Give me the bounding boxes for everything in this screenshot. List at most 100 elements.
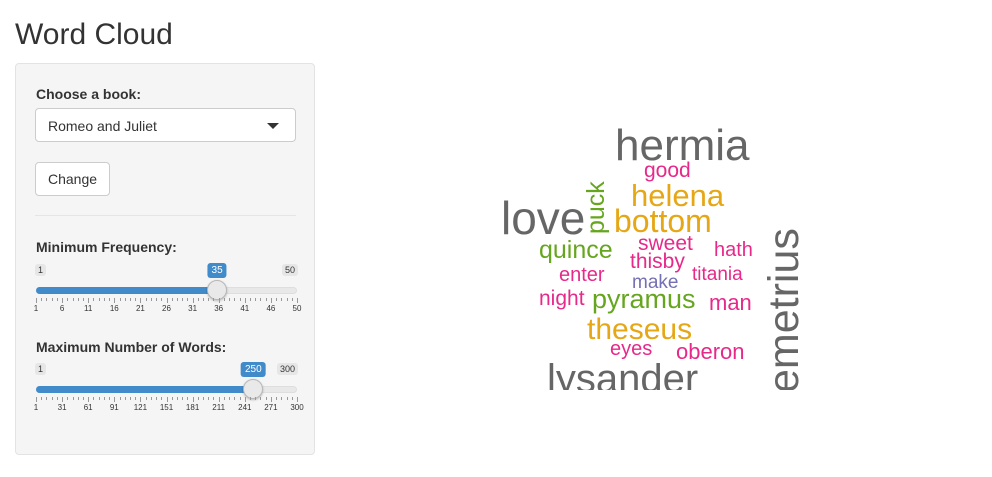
slider-minor-tick	[156, 298, 158, 301]
slider-minor-tick	[208, 397, 210, 400]
slider-tick-label: 1	[33, 403, 39, 412]
cloud-word: hermia	[615, 121, 750, 170]
slider-tick	[244, 298, 246, 303]
caret-down-icon	[267, 123, 279, 129]
slider-minor-tick	[223, 298, 225, 301]
slider-minor-tick	[156, 397, 158, 400]
slider-minor-tick	[171, 397, 173, 400]
slider-minor-tick	[103, 298, 105, 301]
slider-handle[interactable]	[207, 280, 228, 300]
max-words-slider[interactable]: 1 300 250 1 31 61 91 121 151 181 211 241 271 300	[33, 362, 304, 423]
slider-minor-tick	[135, 397, 137, 400]
slider-tick-label: 121	[133, 403, 148, 412]
slider-minor-tick	[145, 397, 147, 400]
slider-minor-tick	[250, 397, 252, 400]
app-title: Word Cloud	[15, 18, 173, 51]
cloud-word: enter	[559, 264, 605, 286]
cloud-word: night	[539, 287, 585, 310]
cloud-word: man	[709, 290, 752, 315]
slider-minor-tick	[77, 298, 79, 301]
slider-minor-tick	[161, 298, 163, 301]
slider-minor-tick	[161, 397, 163, 400]
slider-minor-tick	[281, 298, 283, 301]
cloud-word: sweet	[638, 232, 693, 255]
slider-minor-tick	[291, 298, 293, 301]
slider-tick	[297, 298, 298, 303]
slider-minor-tick	[98, 298, 100, 301]
cloud-word: lysander	[547, 357, 699, 390]
slider-minor-tick	[150, 397, 152, 400]
slider-minor-tick	[93, 298, 95, 301]
slider-minor-tick	[82, 298, 84, 301]
slider-minor-tick	[145, 298, 147, 301]
cloud-word: theseus	[587, 313, 693, 346]
slider-minor-tick	[239, 397, 241, 400]
cloud-word: bottom	[614, 203, 712, 239]
slider-tick-label: 271	[264, 403, 278, 412]
slider-minor-tick	[260, 298, 262, 301]
slider-minor-tick	[56, 298, 58, 301]
slider-tick-label: 16	[109, 304, 119, 313]
book-select[interactable]: Romeo and Juliet	[35, 108, 296, 142]
slider-tick-label: 1	[33, 304, 39, 313]
slider-minor-tick	[150, 298, 152, 301]
slider-minor-tick	[51, 298, 53, 301]
slider-minor-tick	[234, 298, 236, 301]
slider-minor-tick	[276, 397, 278, 400]
book-select-value: Romeo and Juliet	[48, 118, 157, 134]
slider-minor-tick	[129, 397, 131, 400]
slider-minor-tick	[203, 298, 205, 301]
slider-tick	[218, 298, 220, 303]
slider-tick	[88, 397, 90, 402]
slider-tick-label: 241	[238, 403, 252, 412]
slider-tick-label: 31	[188, 304, 198, 313]
slider-minor-tick	[56, 397, 58, 400]
slider-minor-tick	[72, 397, 74, 400]
slider-minor-tick	[171, 298, 173, 301]
slider-minor-tick	[41, 397, 43, 400]
slider-min-label: 1	[35, 264, 47, 276]
cloud-word: make	[632, 272, 679, 293]
slider-value-label: 250	[241, 362, 266, 377]
slider-minor-tick	[291, 397, 293, 400]
slider-minor-tick	[250, 298, 252, 301]
max-words-label: Maximum Number of Words:	[36, 339, 227, 355]
slider-tick	[140, 397, 142, 402]
slider-minor-tick	[46, 298, 48, 301]
slider-max-label: 50	[281, 264, 298, 276]
slider-tick	[140, 298, 142, 303]
slider-minor-tick	[182, 397, 184, 400]
slider-minor-tick	[265, 397, 267, 400]
min-frequency-slider[interactable]: 1 50 35 1 6 11 16 21 26 31 36 41 46 50	[33, 263, 301, 324]
slider-minor-tick	[41, 298, 43, 301]
slider-tick-label: 41	[240, 304, 250, 313]
slider-tick-label: 46	[266, 304, 276, 313]
book-select-label: Choose a book:	[36, 86, 142, 102]
slider-tick-label: 11	[84, 304, 93, 313]
slider-minor-tick	[103, 397, 105, 400]
slider-minor-tick	[46, 397, 48, 400]
slider-tick	[297, 397, 298, 402]
slider-minor-tick	[98, 397, 100, 400]
slider-minor-tick	[203, 397, 205, 400]
slider-tick	[166, 397, 168, 402]
change-button[interactable]: Change	[35, 162, 110, 196]
slider-tick-label: 50	[292, 304, 302, 313]
slider-max-label: 300	[276, 363, 298, 375]
slider-minor-tick	[197, 298, 199, 301]
word-cloud: hermia good puck helena love bottom emet…	[495, 110, 825, 391]
slider-tick	[166, 298, 168, 303]
slider-ticks: 1 6 11 16 21 26 31 36 41 46 50	[33, 298, 301, 318]
slider-minor-tick	[129, 298, 131, 301]
slider-minor-tick	[67, 397, 69, 400]
cloud-word: love	[501, 192, 586, 244]
slider-minor-tick	[124, 298, 126, 301]
slider-handle[interactable]	[243, 379, 264, 399]
slider-tick	[88, 298, 90, 303]
slider-tick	[192, 397, 194, 402]
slider-tick-label: 181	[185, 403, 200, 412]
slider-tick	[114, 397, 116, 402]
slider-tick	[270, 298, 272, 303]
slider-minor-tick	[82, 397, 84, 400]
slider-tick-label: 300	[290, 403, 304, 412]
